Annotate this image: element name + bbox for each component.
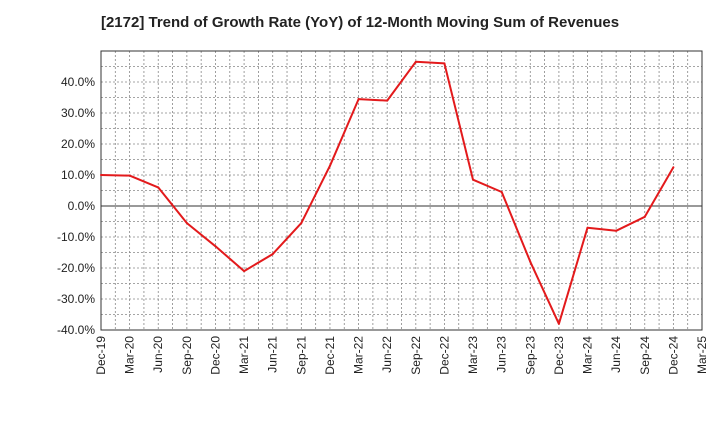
y-tick-label: 40.0% <box>61 75 95 89</box>
data-point <box>185 222 188 225</box>
x-tick-label: Sep-23 <box>523 336 537 375</box>
x-tick-label: Dec-21 <box>323 336 337 375</box>
y-tick-label: 20.0% <box>61 137 95 151</box>
y-tick-label: -10.0% <box>57 230 95 244</box>
data-point <box>328 164 331 167</box>
data-point <box>672 166 675 169</box>
data-point <box>472 178 475 181</box>
y-tick-label: -30.0% <box>57 292 95 306</box>
data-point <box>529 260 532 263</box>
y-tick-label: -20.0% <box>57 261 95 275</box>
data-point <box>557 322 560 325</box>
x-tick-label: Jun-24 <box>609 336 623 373</box>
plot-frame <box>100 50 703 331</box>
data-point <box>386 99 389 102</box>
data-point <box>243 270 246 273</box>
x-tick-label: Dec-23 <box>552 336 566 375</box>
data-point <box>586 226 589 229</box>
x-tick-label: Dec-19 <box>94 336 108 375</box>
data-point <box>443 62 446 65</box>
x-tick-label: Sep-22 <box>409 336 423 375</box>
y-tick-label: -40.0% <box>57 323 95 337</box>
x-tick-label: Mar-25 <box>695 336 709 374</box>
data-point <box>128 174 131 177</box>
x-tick-label: Dec-22 <box>437 336 451 375</box>
x-tick-label: Dec-20 <box>208 336 222 375</box>
x-tick-label: Sep-20 <box>180 336 194 375</box>
x-tick-label: Jun-20 <box>151 336 165 373</box>
data-point <box>300 222 303 225</box>
data-point <box>157 186 160 189</box>
data-point <box>214 245 217 248</box>
x-tick-label: Dec-24 <box>666 336 680 375</box>
x-tick-label: Jun-21 <box>266 336 280 373</box>
x-tick-label: Mar-20 <box>123 336 137 374</box>
data-point <box>100 174 102 176</box>
data-point <box>500 191 503 194</box>
chart-title: [2172] Trend of Growth Rate (YoY) of 12-… <box>100 14 620 31</box>
x-tick-label: Jun-23 <box>495 336 509 373</box>
data-point <box>271 253 274 256</box>
data-point <box>643 215 646 218</box>
x-tick-label: Sep-24 <box>638 336 652 375</box>
x-tick-label: Jun-22 <box>380 336 394 373</box>
x-tick-label: Mar-21 <box>237 336 251 374</box>
y-tick-label: 10.0% <box>61 168 95 182</box>
x-tick-label: Sep-21 <box>294 336 308 375</box>
data-point <box>615 229 618 232</box>
data-point <box>414 60 417 63</box>
data-point <box>357 98 360 101</box>
y-tick-label: 0.0% <box>68 199 96 213</box>
x-tick-label: Mar-24 <box>581 336 595 374</box>
x-tick-label: Mar-22 <box>352 336 366 374</box>
x-tick-label: Mar-23 <box>466 336 480 374</box>
y-tick-label: 30.0% <box>61 106 95 120</box>
